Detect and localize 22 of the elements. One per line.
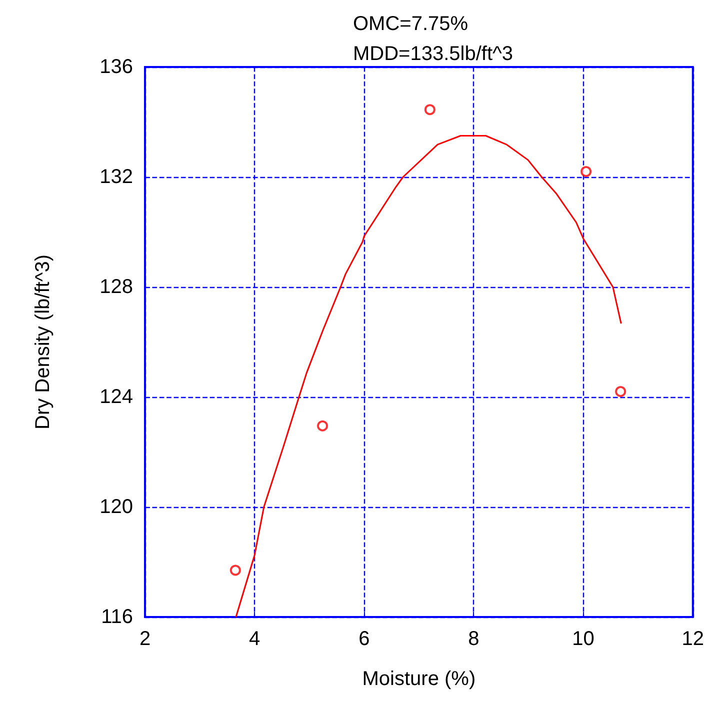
x-tick-label: 4 (249, 628, 260, 650)
point (424, 104, 436, 116)
text: MDD=133.5lb/ft^3 (353, 43, 514, 65)
point (615, 386, 626, 397)
y-tick-label: 116 (101, 606, 133, 628)
point (230, 564, 241, 576)
y-tick-label: 136 (100, 56, 133, 78)
y-tick-label: 128 (100, 276, 133, 298)
y-tick-label: 120 (100, 496, 133, 518)
y-axis-title: Dry Density (lb/ft^3) (32, 254, 54, 430)
point (580, 166, 592, 177)
x-tick-label: 8 (468, 628, 480, 650)
x-tick-label: 10 (572, 628, 594, 650)
point (317, 420, 328, 432)
y-tick-label: 124 (100, 386, 133, 408)
x-tick-label: 12 (682, 628, 704, 650)
x-axis-title: Moisture (%) (362, 668, 476, 690)
line-series (235, 135, 622, 618)
text: OMC=7.75% (353, 13, 468, 35)
x-tick-label: 2 (139, 628, 151, 650)
y-tick-label: 132 (100, 166, 133, 188)
x-tick-label: 6 (358, 628, 370, 650)
